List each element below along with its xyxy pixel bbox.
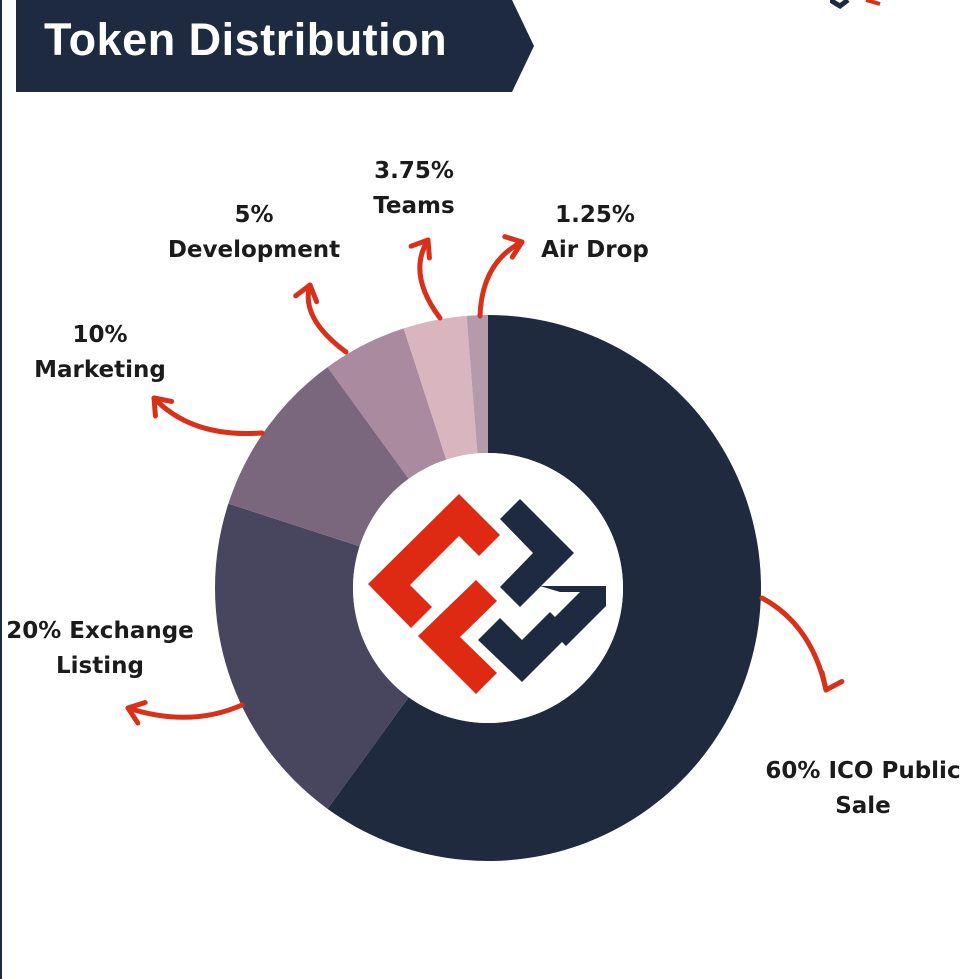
logo-red-upper <box>368 494 500 628</box>
callout-arrowhead-3 <box>293 282 320 305</box>
logo-red-lower <box>418 580 497 694</box>
callout-arrow-5 <box>477 239 525 319</box>
slice-label-0: 60% ICO Public Sale <box>765 758 960 819</box>
callout-arrow-1 <box>125 702 245 720</box>
slice-label-3: 5% Development <box>168 202 340 263</box>
slice-label-1: 20% Exchange Listing <box>6 618 194 679</box>
donut-slice-5 <box>466 315 488 454</box>
slice-label-2: 10% Marketing <box>34 322 166 383</box>
callout-arrowhead-5 <box>502 234 525 260</box>
callout-arrow-0 <box>759 595 829 693</box>
page-title: Token Distribution <box>44 14 448 65</box>
slice-label-5: 1.25% Air Drop <box>541 202 649 263</box>
callout-arrowhead-0 <box>819 669 845 693</box>
slice-label-4: 3.75% Teams <box>373 158 454 219</box>
callout-arrow-3 <box>305 282 349 355</box>
donut-slice-4 <box>403 315 478 460</box>
donut-center <box>353 453 623 723</box>
donut-slices <box>215 315 761 861</box>
logo-navy-upper <box>500 499 574 607</box>
callout-arrow-2 <box>151 395 265 437</box>
corner-arrow-fragment-icon <box>830 0 881 10</box>
callout-arrowhead-2 <box>151 395 175 419</box>
page-left-border <box>0 0 2 979</box>
title-banner: Token Distribution <box>16 0 536 92</box>
callout-arrowhead-1 <box>125 700 148 726</box>
logo-navy-bottom <box>478 612 571 682</box>
slice-labels: 60% ICO Public Sale 20% Exchange Listing 10%… <box>6 158 960 819</box>
donut-slice-0 <box>327 315 761 861</box>
donut-slice-1 <box>215 503 409 809</box>
callout-arrow-4 <box>417 237 443 321</box>
donut-slice-3 <box>327 328 447 479</box>
callout-arrowhead-4 <box>408 237 432 261</box>
center-logo-icon <box>368 494 606 694</box>
donut-slice-2 <box>228 367 409 547</box>
callout-arrows <box>125 234 845 726</box>
